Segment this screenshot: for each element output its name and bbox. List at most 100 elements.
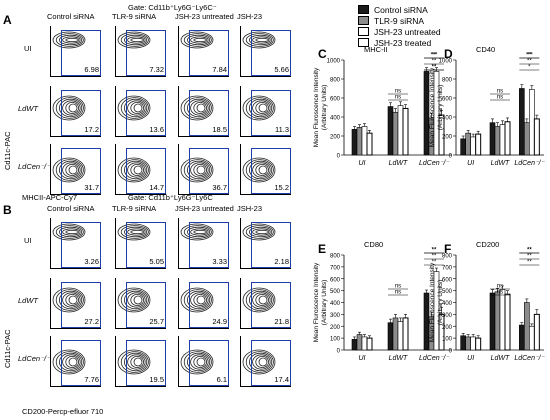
y-axis-label: (Arbitrary Units) bbox=[437, 85, 444, 131]
contour-plot bbox=[117, 95, 151, 121]
flow-plot: 31.7 bbox=[50, 144, 101, 195]
gate-box bbox=[126, 148, 166, 194]
percentage-label: 11.3 bbox=[274, 125, 289, 134]
chart-title: MHC-II bbox=[364, 45, 388, 54]
flow-plot: 25.7 bbox=[115, 278, 166, 329]
y-tick-label: 400 bbox=[330, 116, 341, 122]
bar bbox=[356, 127, 363, 156]
x-axis-label-b: CD200-Percp-efluor 710 bbox=[22, 407, 104, 416]
bar bbox=[470, 336, 476, 351]
y-tick-label: 300 bbox=[330, 313, 341, 319]
gate-box bbox=[189, 90, 229, 136]
significance-label: ** bbox=[527, 260, 532, 266]
bar bbox=[494, 291, 501, 351]
gate-box bbox=[189, 30, 229, 76]
flow-plot: 14.7 bbox=[115, 144, 166, 195]
bar bbox=[361, 126, 368, 156]
significance-label: ns bbox=[497, 95, 503, 101]
x-tick-label: UI bbox=[467, 355, 474, 362]
x-tick-label: LdCen⁻/⁻ bbox=[514, 355, 545, 362]
percentage-label: 3.26 bbox=[84, 257, 99, 266]
legend-item: TLR-9 siRNA bbox=[358, 15, 441, 26]
chart-title: CD200 bbox=[476, 240, 499, 249]
gate-box bbox=[61, 148, 101, 194]
flow-plot: 11.3 bbox=[240, 86, 291, 137]
x-tick-label: LdCen⁻/⁻ bbox=[419, 355, 450, 362]
percentage-label: 15.2 bbox=[274, 183, 289, 192]
legend-swatch bbox=[358, 16, 369, 25]
y-tick-label: 700 bbox=[442, 265, 453, 271]
percentage-label: 13.6 bbox=[149, 125, 164, 134]
contour-plot bbox=[117, 157, 151, 183]
x-axis-label-a: MHCII-APC-Cy7 bbox=[22, 193, 78, 202]
legend-label: JSH-23 untreated bbox=[374, 26, 441, 37]
chart-f: F CD200 0 100 200 300 400 500 600 700 800 Mean Flur… bbox=[429, 240, 546, 362]
percentage-label: 5.05 bbox=[149, 257, 164, 266]
column-header: JSH-23 untreated bbox=[175, 12, 234, 21]
panel-letter: D bbox=[444, 47, 453, 61]
x-tick-label: LdCen⁻/⁻ bbox=[419, 160, 450, 167]
contour-plot bbox=[242, 223, 276, 241]
significance-label: ** bbox=[527, 59, 532, 65]
row-label: UI bbox=[24, 44, 32, 53]
flow-plot: 36.7 bbox=[178, 144, 229, 195]
bar bbox=[387, 106, 394, 156]
y-tick-label: 1000 bbox=[439, 59, 453, 65]
column-header: TLR-9 siRNA bbox=[112, 204, 157, 213]
bar bbox=[489, 292, 496, 351]
flow-plot: 5.05 bbox=[115, 218, 166, 269]
significance-label: ** bbox=[432, 248, 437, 254]
significance-label: ns bbox=[395, 290, 401, 296]
bar bbox=[387, 322, 394, 351]
gate-box bbox=[61, 282, 101, 328]
bar bbox=[397, 105, 404, 156]
gate-box bbox=[126, 30, 166, 76]
bar bbox=[392, 317, 399, 351]
gate-box bbox=[251, 340, 291, 386]
bar bbox=[465, 336, 471, 351]
chart-title: CD80 bbox=[364, 240, 383, 249]
percentage-label: 17.4 bbox=[274, 375, 289, 384]
column-header: JSH-23 untreated bbox=[175, 204, 234, 213]
percentage-label: 7.84 bbox=[212, 65, 227, 74]
flow-plot: 24.9 bbox=[178, 278, 229, 329]
contour-plot bbox=[52, 287, 86, 313]
contour-plot bbox=[180, 349, 214, 375]
significance-label: * bbox=[528, 65, 531, 71]
gate-box bbox=[251, 222, 291, 268]
y-axis-label: (Arbitrary Units) bbox=[321, 85, 328, 131]
bar bbox=[504, 121, 511, 156]
bar bbox=[351, 339, 358, 351]
x-tick-label: UI bbox=[467, 160, 474, 167]
y-tick-label: 800 bbox=[330, 78, 341, 84]
contour-plot bbox=[52, 349, 86, 375]
bar bbox=[460, 138, 466, 156]
percentage-label: 24.9 bbox=[212, 317, 227, 326]
bar bbox=[392, 111, 399, 156]
y-tick-label: 500 bbox=[442, 289, 453, 295]
significance-label: *** bbox=[526, 53, 534, 59]
flow-plot: 3.26 bbox=[50, 218, 101, 269]
bar bbox=[402, 317, 409, 351]
gate-box bbox=[189, 148, 229, 194]
percentage-label: 25.7 bbox=[149, 317, 164, 326]
flow-plot: 15.2 bbox=[240, 144, 291, 195]
y-tick-label: 200 bbox=[330, 325, 341, 331]
gate-box bbox=[251, 282, 291, 328]
bar bbox=[475, 133, 482, 156]
percentage-label: 14.7 bbox=[149, 183, 164, 192]
gate-box bbox=[61, 30, 101, 76]
gate-box bbox=[61, 340, 101, 386]
gate-box bbox=[251, 148, 291, 194]
y-tick-label: 0 bbox=[337, 154, 341, 160]
y-tick-label: 300 bbox=[442, 313, 453, 319]
row-label: LdCen⁻/⁻ bbox=[18, 354, 51, 363]
contour-plot bbox=[242, 157, 276, 183]
flow-plot: 7.84 bbox=[178, 26, 229, 77]
flow-plot: 27.2 bbox=[50, 278, 101, 329]
significance-label: ** bbox=[527, 248, 532, 254]
chart-e: E CD80 0 100 200 300 400 500 600 700 800 Mean Fluro… bbox=[313, 240, 452, 362]
percentage-label: 7.32 bbox=[149, 65, 164, 74]
significance-label: ** bbox=[527, 53, 532, 59]
